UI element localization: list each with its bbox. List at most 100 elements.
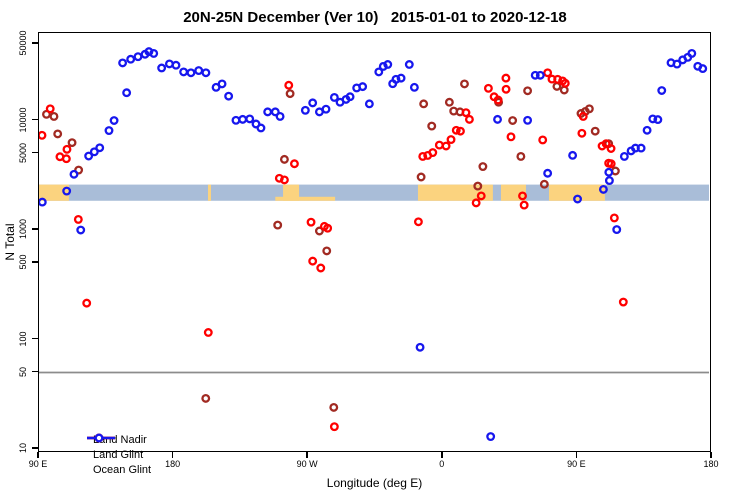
y-tick-label: 10	[18, 443, 28, 454]
data-point	[434, 140, 444, 150]
data-point	[224, 91, 234, 101]
data-point	[523, 86, 533, 96]
data-point	[493, 114, 502, 124]
data-point	[45, 104, 55, 114]
data-point	[186, 68, 196, 78]
legend-label: Land Nadir	[93, 433, 147, 446]
legend-item: Ocean Glint	[86, 433, 151, 477]
data-point	[345, 92, 355, 102]
x-tick-label: 180	[165, 459, 181, 469]
data-point	[415, 342, 425, 352]
data-point	[493, 95, 503, 105]
x-tick-label: 180	[703, 459, 719, 469]
data-point	[464, 114, 474, 124]
data-point	[396, 73, 406, 83]
data-point	[428, 148, 438, 158]
data-point	[501, 84, 511, 94]
y-tick-mark	[32, 118, 38, 121]
data-point	[612, 225, 622, 235]
data-point	[578, 111, 588, 121]
x-tick-mark	[306, 452, 308, 458]
data-point	[516, 151, 526, 161]
data-point	[289, 159, 299, 169]
data-point	[419, 99, 429, 109]
y-tick-label: 50000	[18, 30, 28, 56]
data-point	[104, 126, 114, 136]
plot-canvas	[39, 47, 709, 442]
data-point	[535, 70, 545, 80]
data-point	[508, 116, 518, 125]
data-point	[604, 167, 614, 177]
data-point	[473, 181, 483, 191]
data-point	[201, 393, 211, 403]
data-point	[217, 79, 227, 89]
data-point	[461, 108, 471, 118]
data-point	[653, 115, 663, 125]
data-point	[82, 298, 92, 308]
data-point	[279, 175, 289, 185]
data-point	[501, 73, 511, 83]
data-point	[560, 78, 570, 88]
data-point	[69, 169, 79, 179]
x-tick-mark	[710, 452, 712, 458]
data-point	[314, 226, 324, 236]
data-point	[122, 88, 132, 98]
data-point	[483, 83, 493, 93]
data-point	[418, 151, 428, 161]
data-point	[126, 54, 136, 64]
data-point	[604, 176, 614, 186]
data-point	[109, 116, 119, 125]
data-point	[270, 107, 280, 117]
data-point	[279, 154, 289, 164]
data-point	[203, 328, 213, 337]
map-band-ocean	[39, 184, 709, 201]
data-point	[598, 184, 608, 194]
y-tick-label: 5000	[18, 142, 28, 163]
data-point	[609, 213, 619, 223]
y-tick-label: 50	[18, 366, 28, 377]
plot-area: Land Nadir Land Glint Ocean Glint	[38, 32, 711, 476]
data-point	[538, 135, 548, 145]
data-point	[76, 225, 86, 235]
data-point	[523, 115, 533, 125]
data-point	[391, 74, 401, 84]
legend-label: Land Glint	[93, 448, 144, 461]
data-point	[601, 139, 611, 149]
data-point	[273, 220, 283, 230]
x-tick-mark	[575, 452, 578, 458]
y-axis-title: N Total	[3, 223, 17, 261]
data-point	[231, 115, 241, 125]
legend: Land Nadir Land Glint Ocean Glint	[86, 432, 151, 477]
data-point	[451, 125, 461, 135]
data-point	[275, 111, 285, 121]
x-tick-label: 0	[439, 459, 445, 469]
data-point	[84, 151, 94, 161]
data-point	[62, 186, 72, 196]
data-point	[441, 141, 451, 151]
x-tick-label: 90 W	[296, 459, 318, 469]
data-point	[657, 86, 667, 95]
x-tick-mark	[171, 452, 174, 458]
y-tick-label: 500	[18, 254, 28, 270]
data-point	[409, 82, 419, 92]
data-point	[577, 128, 587, 138]
data-point	[404, 60, 414, 69]
data-point	[285, 89, 295, 99]
data-point	[308, 256, 318, 266]
data-point	[539, 179, 549, 189]
map-band-land	[283, 184, 300, 201]
data-point	[133, 52, 143, 62]
map-band-coast	[275, 196, 336, 201]
data-point	[49, 111, 59, 121]
data-point	[648, 114, 658, 124]
data-point	[672, 59, 682, 69]
data-point	[300, 105, 310, 115]
data-point	[39, 130, 47, 140]
data-point	[568, 150, 578, 160]
data-point	[89, 147, 99, 157]
data-point	[322, 246, 332, 256]
data-point	[543, 68, 553, 78]
data-point	[364, 99, 374, 109]
data-point	[62, 144, 72, 154]
